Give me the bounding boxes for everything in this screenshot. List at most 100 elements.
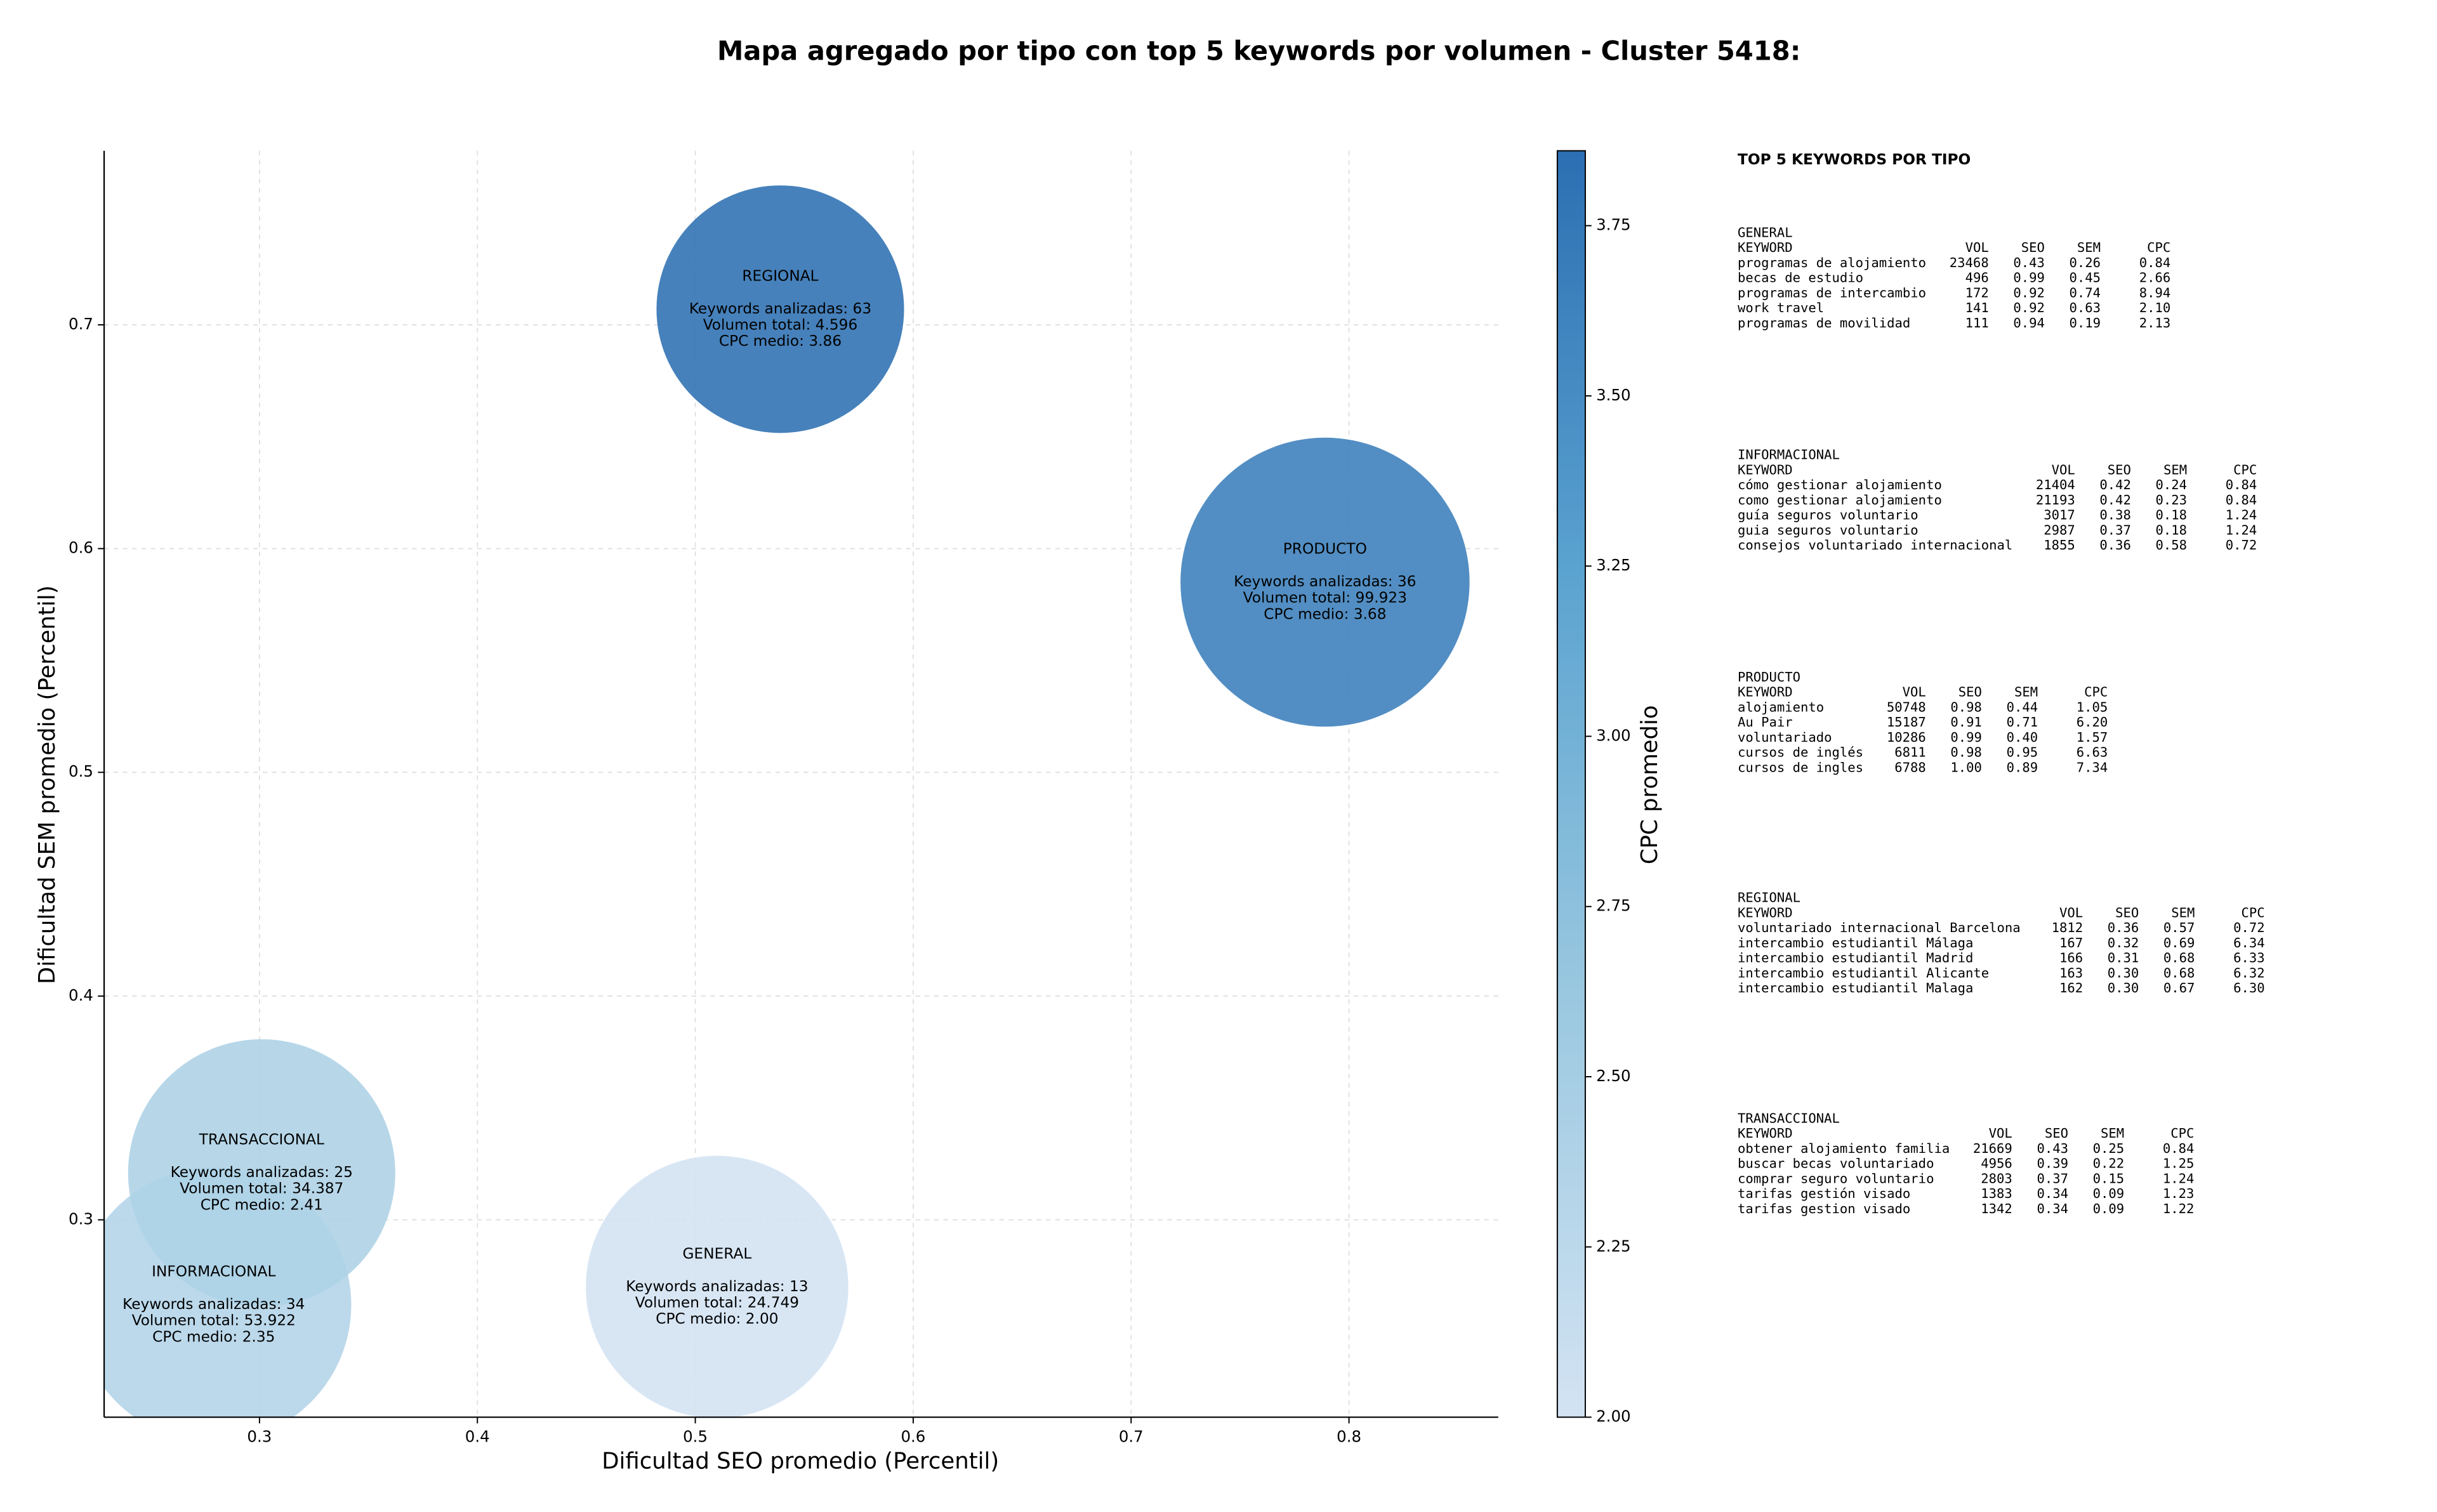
colorbar-band — [1557, 1303, 1585, 1310]
colorbar-band — [1557, 815, 1585, 823]
table-cell: 0.42 — [2099, 492, 2131, 508]
table-cell: 1.24 — [2226, 522, 2257, 537]
table-cell: 0.09 — [2093, 1201, 2125, 1216]
bubble-annotation: Keywords analizadas: 25 — [171, 1164, 353, 1181]
table-name: GENERAL — [1738, 225, 1793, 240]
colorbar-band — [1557, 980, 1585, 987]
y-tick-label: 0.5 — [69, 762, 93, 780]
colorbar-tick-label: 3.75 — [1596, 216, 1630, 234]
colorbar-band — [1557, 1290, 1585, 1298]
x-tick-label: 0.7 — [1119, 1427, 1144, 1445]
colorbar-band — [1557, 1056, 1585, 1063]
table-cell: 0.36 — [2108, 920, 2139, 935]
colorbar-band — [1557, 1189, 1585, 1196]
table-cell: 0.19 — [2070, 315, 2101, 331]
table-cell: 0.43 — [2037, 1141, 2068, 1156]
colorbar-band — [1557, 1221, 1585, 1228]
bubble-name: REGIONAL — [742, 267, 818, 284]
table-cell: 0.25 — [2093, 1141, 2125, 1156]
colorbar-band — [1557, 543, 1585, 551]
table-cell: 0.18 — [2156, 522, 2188, 537]
table-cell: intercambio estudiantil Malaga — [1738, 980, 1973, 996]
colorbar-band — [1557, 853, 1585, 861]
bubble-annotation: Keywords analizadas: 36 — [1234, 573, 1416, 590]
table-cell: 10286 — [1887, 730, 1926, 745]
colorbar-band — [1557, 537, 1585, 544]
table-cell: 1342 — [1981, 1201, 2012, 1216]
table-cell: 0.38 — [2099, 508, 2131, 523]
colorbar-band — [1557, 549, 1585, 557]
table-cell: 0.71 — [2007, 714, 2038, 730]
bubble-annotation: Volumen total: 4.596 — [703, 317, 858, 334]
colorbar-band — [1557, 657, 1585, 664]
table-cell: guia seguros voluntario — [1738, 522, 1919, 537]
colorbar-band — [1557, 233, 1585, 240]
table-cell: intercambio estudiantil Alicante — [1738, 965, 1989, 980]
table-cell: comprar seguro voluntario — [1738, 1171, 1934, 1186]
colorbar-band — [1557, 207, 1585, 215]
table-cell: 1.24 — [2226, 508, 2257, 523]
colorbar-band — [1557, 949, 1585, 956]
bubble-name: TRANSACCIONAL — [199, 1131, 324, 1148]
colorbar-tick-label: 3.00 — [1596, 726, 1630, 744]
bubbles — [104, 185, 1470, 1417]
colorbar-band — [1557, 809, 1585, 817]
colorbar-band — [1557, 334, 1585, 341]
colorbar-band — [1557, 1391, 1585, 1399]
colorbar-band — [1557, 252, 1585, 260]
colorbar-band — [1557, 701, 1585, 709]
colorbar: 2.00 2.25 2.50 2.75 3.00 3.25 3.50 3.75 — [1556, 150, 1631, 1426]
table-cell: 0.26 — [2070, 255, 2101, 270]
colorbar-band — [1557, 1107, 1585, 1114]
colorbar-band — [1557, 365, 1585, 373]
colorbar-frame — [1556, 150, 1586, 1418]
bubble-name: PRODUCTO — [1283, 541, 1367, 558]
table-cell: 111 — [1965, 315, 1989, 331]
table-cell: 2.66 — [2139, 270, 2171, 286]
colorbar-band — [1557, 435, 1585, 443]
table-header: CPC — [2242, 905, 2265, 920]
table-cell: intercambio estudiantil Madrid — [1738, 950, 1973, 966]
table-cell: programas de movilidad — [1738, 315, 1910, 331]
colorbar-band — [1557, 1037, 1585, 1044]
colorbar-tick-label: 2.50 — [1596, 1067, 1630, 1085]
bubble-annotation: CPC medio: 3.68 — [1264, 605, 1386, 622]
colorbar-band — [1557, 315, 1585, 322]
table-name: TRANSACCIONAL — [1738, 1110, 1840, 1126]
table-cell: 0.99 — [1950, 730, 1982, 745]
colorbar-band — [1557, 1075, 1585, 1082]
table-cell: 0.39 — [2037, 1156, 2068, 1171]
table-header: KEYWORD — [1738, 905, 1793, 920]
colorbar-band — [1557, 1081, 1585, 1089]
table-cell: 0.32 — [2108, 935, 2139, 950]
colorbar-band — [1557, 290, 1585, 297]
colorbar-band — [1557, 1353, 1585, 1361]
table-cell: 6.34 — [2233, 935, 2265, 950]
table-cell: 166 — [2059, 950, 2083, 966]
table-cell: 0.44 — [2007, 699, 2038, 714]
bubble-annotation: Keywords analizadas: 13 — [626, 1278, 808, 1295]
colorbar-band — [1557, 201, 1585, 209]
colorbar-band — [1557, 492, 1585, 500]
colorbar-band — [1557, 328, 1585, 335]
table-cell: 2987 — [2044, 522, 2075, 537]
colorbar-band — [1557, 955, 1585, 962]
table-cell: 0.91 — [1950, 714, 1982, 730]
table-cell: Au Pair — [1738, 714, 1793, 730]
colorbar-tick-label: 3.25 — [1596, 556, 1630, 574]
colorbar-band — [1557, 588, 1585, 595]
colorbar-band — [1557, 461, 1585, 468]
table-cell: 0.45 — [2070, 270, 2101, 286]
colorbar-band — [1557, 1379, 1585, 1386]
colorbar-band — [1557, 688, 1585, 696]
colorbar-band — [1557, 284, 1585, 291]
colorbar-band — [1557, 1277, 1585, 1285]
table-cell: 0.58 — [2156, 537, 2188, 553]
table-cell: 0.37 — [2099, 522, 2131, 537]
axes: 0.3 0.4 0.5 0.6 0.7 0.8 0.3 0.4 0.5 0.6 0.7 — [69, 150, 1498, 1445]
table-cell: 0.72 — [2226, 537, 2257, 553]
colorbar-band — [1557, 1284, 1585, 1291]
table-cell: 0.72 — [2233, 920, 2265, 935]
bubble-annotation: Volumen total: 34.387 — [180, 1180, 343, 1197]
colorbar-band — [1557, 150, 1585, 158]
